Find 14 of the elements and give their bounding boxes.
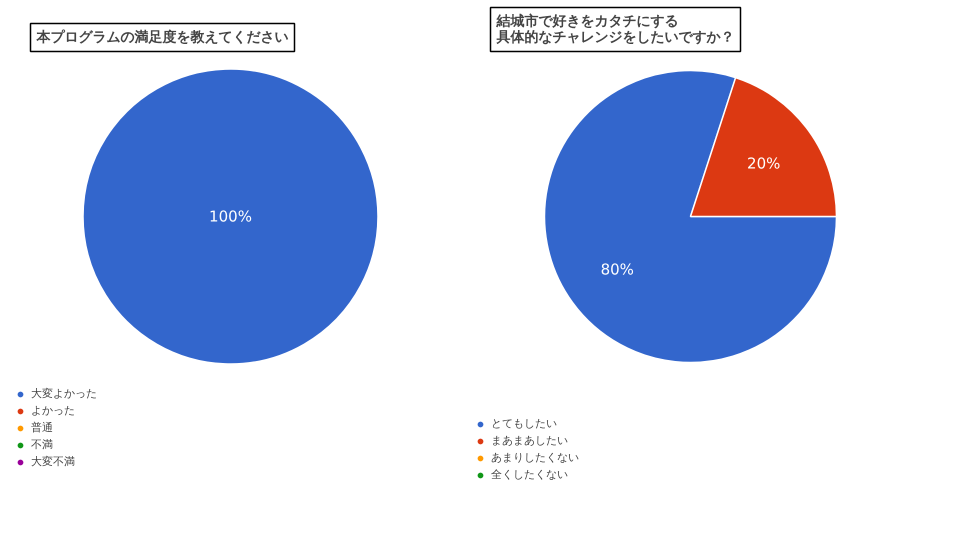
chart-title: 本プログラムの満足度を教えてください (36, 28, 288, 46)
legend-label: とてもしたい (491, 416, 557, 431)
legend-label: 大変よかった (31, 386, 97, 402)
legend-label: 普通 (31, 420, 53, 436)
legend-label: まあまあしたい (491, 433, 568, 448)
legend-label: あまりしたくない (491, 450, 579, 465)
legend-label: 大変不満 (31, 454, 75, 470)
legend-label: よかった (31, 403, 75, 418)
data-label: 100% (209, 208, 252, 226)
chart-title: 結城市で好きをカタチにする具体的なチャレンジをしたいですか？ (496, 12, 734, 46)
data-label: 20% (747, 154, 780, 172)
legend-label: 不満 (31, 437, 53, 452)
legend-label: 全くしたくない (491, 467, 568, 482)
data-label: 80% (600, 260, 634, 279)
